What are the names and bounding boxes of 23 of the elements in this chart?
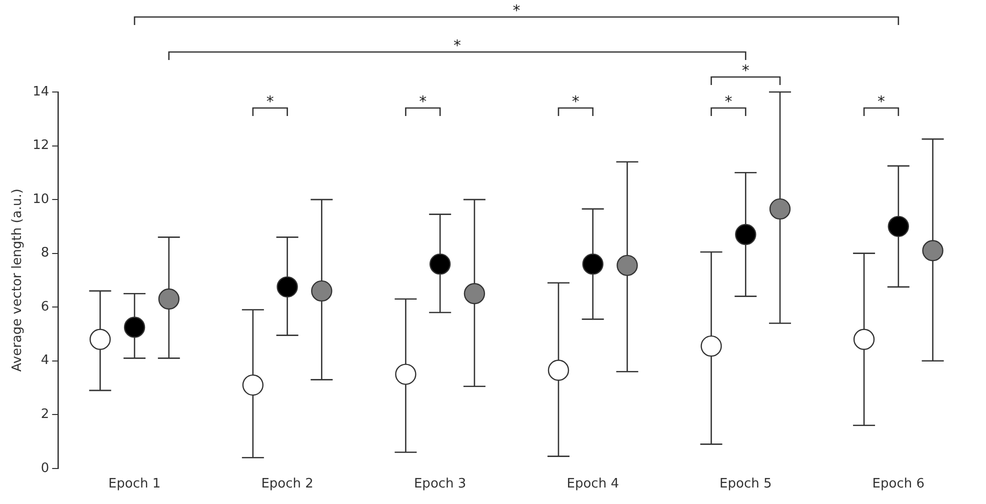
text: *: [742, 61, 750, 80]
y-tick-label: 6: [40, 299, 50, 314]
x-tick-label: Epoch 6: [872, 476, 925, 492]
annotation: *: [572, 92, 580, 110]
x-tick-label: Epoch 4: [566, 476, 619, 492]
y-tick-label: 12: [32, 138, 50, 154]
text: *: [512, 1, 521, 20]
annotation: *: [419, 92, 428, 110]
x-tick-label: Epoch 2: [261, 476, 314, 492]
y-tick-label: 10: [32, 192, 50, 207]
x-tick-label: Epoch 1: [108, 476, 161, 492]
annotation: *: [724, 92, 733, 110]
y-tick-label: 2: [40, 407, 50, 422]
y-tick-label: 14: [32, 84, 50, 100]
x-tick-label: Epoch 5: [720, 476, 772, 492]
annotation: *: [266, 92, 274, 110]
x-tick-label: Epoch 3: [414, 476, 466, 492]
y-tick-label: 0: [40, 460, 50, 476]
y-tick-label: 4: [40, 353, 50, 368]
text: *: [454, 36, 462, 54]
annotation: *: [877, 92, 886, 110]
y-tick-label: 8: [40, 246, 50, 261]
y-axis-title: Average vector length (a.u.): [10, 188, 26, 372]
